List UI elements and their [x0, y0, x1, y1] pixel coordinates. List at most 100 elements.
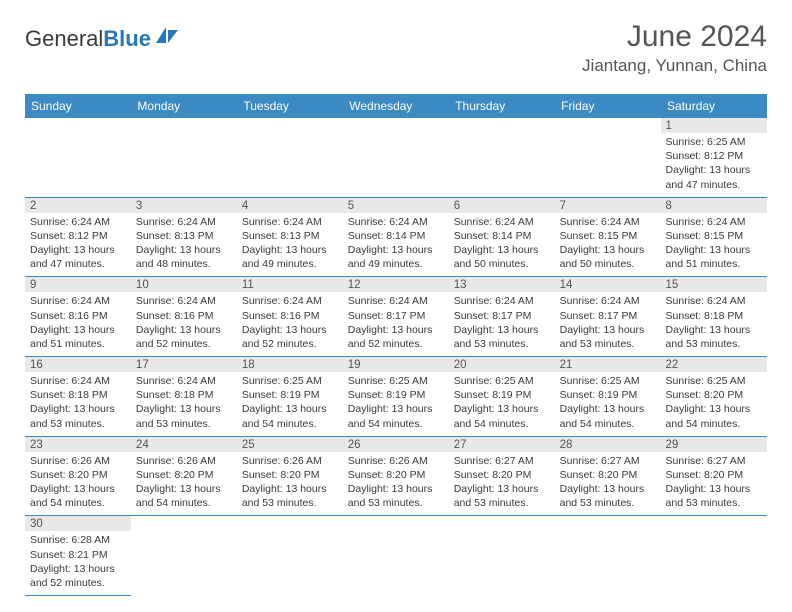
day-content: Sunrise: 6:24 AMSunset: 8:16 PMDaylight:…: [30, 294, 126, 351]
day-content: Sunrise: 6:24 AMSunset: 8:18 PMDaylight:…: [30, 374, 126, 431]
day-cell: 6Sunrise: 6:24 AMSunset: 8:14 PMDaylight…: [449, 197, 555, 277]
day-content: Sunrise: 6:24 AMSunset: 8:12 PMDaylight:…: [30, 215, 126, 272]
day-content: Sunrise: 6:24 AMSunset: 8:16 PMDaylight:…: [136, 294, 232, 351]
day-cell: 22 Sunrise: 6:25 AMSunset: 8:20 PMDayligh…: [661, 357, 767, 437]
weekday-header: Wednesday: [343, 94, 449, 118]
day-content: Sunrise: 6:25 AMSunset: 8:19 PMDaylight:…: [454, 374, 550, 431]
day-cell: 9Sunrise: 6:24 AMSunset: 8:16 PMDaylight…: [25, 277, 131, 357]
day-number: 14: [555, 277, 661, 292]
day-number: 7: [555, 198, 661, 213]
day-cell: 23 Sunrise: 6:26 AMSunset: 8:20 PMDayligh…: [25, 436, 131, 516]
day-cell: 14 Sunrise: 6:24 AMSunset: 8:17 PMDayligh…: [555, 277, 661, 357]
day-number: 17: [131, 357, 237, 372]
weekday-header: Monday: [131, 94, 237, 118]
day-cell: 16Sunrise: 6:24 AMSunset: 8:18 PMDayligh…: [25, 357, 131, 437]
day-content: Sunrise: 6:28 AMSunset: 8:21 PMDaylight:…: [30, 533, 126, 590]
day-cell: 21 Sunrise: 6:25 AMSunset: 8:19 PMDayligh…: [555, 357, 661, 437]
calendar-week-row: 16Sunrise: 6:24 AMSunset: 8:18 PMDayligh…: [25, 357, 767, 437]
day-content: Sunrise: 6:25 AMSunset: 8:12 PMDaylight:…: [666, 135, 762, 192]
day-number: 25: [237, 437, 343, 452]
day-number: 2: [25, 198, 131, 213]
day-content: Sunrise: 6:26 AMSunset: 8:20 PMDaylight:…: [242, 454, 338, 511]
empty-cell: [343, 118, 449, 197]
day-content: Sunrise: 6:26 AMSunset: 8:20 PMDaylight:…: [30, 454, 126, 511]
day-content: Sunrise: 6:24 AMSunset: 8:17 PMDaylight:…: [560, 294, 656, 351]
trailing-empty-cell: [131, 516, 237, 596]
day-number: 26: [343, 437, 449, 452]
day-number: 18: [237, 357, 343, 372]
empty-cell: [131, 118, 237, 197]
trailing-empty-cell: [661, 516, 767, 596]
day-number: 4: [237, 198, 343, 213]
day-cell: 18Sunrise: 6:25 AMSunset: 8:19 PMDayligh…: [237, 357, 343, 437]
day-number: 23: [25, 437, 131, 452]
calendar-week-row: 2 Sunrise: 6:24 AMSunset: 8:12 PMDaylight…: [25, 197, 767, 277]
day-content: Sunrise: 6:25 AMSunset: 8:20 PMDaylight:…: [666, 374, 762, 431]
day-cell: 10Sunrise: 6:24 AMSunset: 8:16 PMDayligh…: [131, 277, 237, 357]
day-content: Sunrise: 6:24 AMSunset: 8:17 PMDaylight:…: [348, 294, 444, 351]
day-number: 1: [661, 118, 767, 133]
day-number: 21: [555, 357, 661, 372]
month-year: June 2024: [582, 20, 767, 54]
calendar-table: SundayMondayTuesdayWednesdayThursdayFrid…: [25, 94, 767, 596]
weekday-header: Saturday: [661, 94, 767, 118]
day-number: 5: [343, 198, 449, 213]
weekday-header: Friday: [555, 94, 661, 118]
day-content: Sunrise: 6:24 AMSunset: 8:16 PMDaylight:…: [242, 294, 338, 351]
empty-cell: [25, 118, 131, 197]
trailing-empty-cell: [555, 516, 661, 596]
day-content: Sunrise: 6:26 AMSunset: 8:20 PMDaylight:…: [136, 454, 232, 511]
day-number: 8: [661, 198, 767, 213]
day-cell: 5Sunrise: 6:24 AMSunset: 8:14 PMDaylight…: [343, 197, 449, 277]
day-content: Sunrise: 6:27 AMSunset: 8:20 PMDaylight:…: [560, 454, 656, 511]
day-number: 11: [237, 277, 343, 292]
day-cell: 15 Sunrise: 6:24 AMSunset: 8:18 PMDayligh…: [661, 277, 767, 357]
day-number: 27: [449, 437, 555, 452]
logo-sail-icon: [154, 25, 180, 51]
day-number: 15: [661, 277, 767, 292]
day-content: Sunrise: 6:24 AMSunset: 8:18 PMDaylight:…: [666, 294, 762, 351]
weekday-header: Tuesday: [237, 94, 343, 118]
day-cell: 4Sunrise: 6:24 AMSunset: 8:13 PMDaylight…: [237, 197, 343, 277]
weekday-header: Thursday: [449, 94, 555, 118]
day-cell: 2 Sunrise: 6:24 AMSunset: 8:12 PMDaylight…: [25, 197, 131, 277]
calendar-week-row: 1 Sunrise: 6:25 AMSunset: 8:12 PMDaylight…: [25, 118, 767, 197]
day-cell: 24 Sunrise: 6:26 AMSunset: 8:20 PMDayligh…: [131, 436, 237, 516]
calendar-body: 1 Sunrise: 6:25 AMSunset: 8:12 PMDaylight…: [25, 118, 767, 596]
day-content: Sunrise: 6:25 AMSunset: 8:19 PMDaylight:…: [348, 374, 444, 431]
day-number: 20: [449, 357, 555, 372]
calendar-week-row: 23 Sunrise: 6:26 AMSunset: 8:20 PMDayligh…: [25, 436, 767, 516]
day-number: 22: [661, 357, 767, 372]
day-content: Sunrise: 6:24 AMSunset: 8:15 PMDaylight:…: [560, 215, 656, 272]
header: GeneralBlue June 2024 Jiantang, Yunnan, …: [25, 20, 767, 76]
day-cell: 17Sunrise: 6:24 AMSunset: 8:18 PMDayligh…: [131, 357, 237, 437]
weekday-header-row: SundayMondayTuesdayWednesdayThursdayFrid…: [25, 94, 767, 118]
day-cell: 30Sunrise: 6:28 AMSunset: 8:21 PMDayligh…: [25, 516, 131, 596]
day-content: Sunrise: 6:25 AMSunset: 8:19 PMDaylight:…: [560, 374, 656, 431]
trailing-empty-cell: [449, 516, 555, 596]
empty-cell: [237, 118, 343, 197]
day-number: 6: [449, 198, 555, 213]
calendar-week-row: 9Sunrise: 6:24 AMSunset: 8:16 PMDaylight…: [25, 277, 767, 357]
logo: GeneralBlue: [25, 26, 180, 52]
title-block: June 2024 Jiantang, Yunnan, China: [582, 20, 767, 76]
day-number: 29: [661, 437, 767, 452]
day-cell: 28Sunrise: 6:27 AMSunset: 8:20 PMDayligh…: [555, 436, 661, 516]
day-content: Sunrise: 6:27 AMSunset: 8:20 PMDaylight:…: [454, 454, 550, 511]
day-cell: 25 Sunrise: 6:26 AMSunset: 8:20 PMDayligh…: [237, 436, 343, 516]
day-cell: 8 Sunrise: 6:24 AMSunset: 8:15 PMDaylight…: [661, 197, 767, 277]
day-content: Sunrise: 6:24 AMSunset: 8:15 PMDaylight:…: [666, 215, 762, 272]
location: Jiantang, Yunnan, China: [582, 56, 767, 76]
day-cell: 7 Sunrise: 6:24 AMSunset: 8:15 PMDaylight…: [555, 197, 661, 277]
day-cell: 13Sunrise: 6:24 AMSunset: 8:17 PMDayligh…: [449, 277, 555, 357]
day-content: Sunrise: 6:24 AMSunset: 8:17 PMDaylight:…: [454, 294, 550, 351]
day-cell: 29 Sunrise: 6:27 AMSunset: 8:20 PMDayligh…: [661, 436, 767, 516]
day-number: 24: [131, 437, 237, 452]
day-cell: 26Sunrise: 6:26 AMSunset: 8:20 PMDayligh…: [343, 436, 449, 516]
weekday-header: Sunday: [25, 94, 131, 118]
day-number: 3: [131, 198, 237, 213]
day-cell: 11 Sunrise: 6:24 AMSunset: 8:16 PMDayligh…: [237, 277, 343, 357]
day-content: Sunrise: 6:27 AMSunset: 8:20 PMDaylight:…: [666, 454, 762, 511]
day-cell: 19Sunrise: 6:25 AMSunset: 8:19 PMDayligh…: [343, 357, 449, 437]
empty-cell: [449, 118, 555, 197]
